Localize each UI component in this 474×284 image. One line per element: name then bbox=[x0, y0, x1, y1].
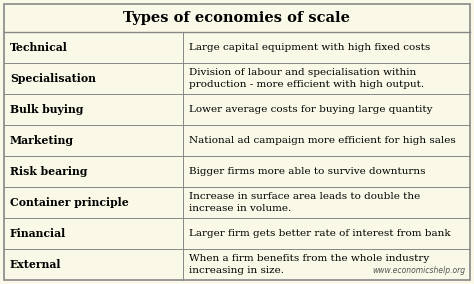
Text: External: External bbox=[10, 259, 62, 270]
Text: Specialisation: Specialisation bbox=[10, 73, 96, 84]
Text: Container principle: Container principle bbox=[10, 197, 129, 208]
Text: Large capital equipment with high fixed costs: Large capital equipment with high fixed … bbox=[190, 43, 431, 52]
Text: Bulk buying: Bulk buying bbox=[10, 104, 83, 115]
Text: Types of economies of scale: Types of economies of scale bbox=[124, 11, 350, 25]
Text: Risk bearing: Risk bearing bbox=[10, 166, 87, 177]
Text: Division of labour and specialisation within
production - more efficient with hi: Division of labour and specialisation wi… bbox=[190, 68, 425, 89]
Text: National ad campaign more efficient for high sales: National ad campaign more efficient for … bbox=[190, 136, 456, 145]
Text: www.economicshelp.org: www.economicshelp.org bbox=[372, 266, 465, 275]
Text: When a firm benefits from the whole industry
increasing in size.: When a firm benefits from the whole indu… bbox=[190, 254, 429, 275]
Text: Larger firm gets better rate of interest from bank: Larger firm gets better rate of interest… bbox=[190, 229, 451, 238]
Text: Lower average costs for buying large quantity: Lower average costs for buying large qua… bbox=[190, 105, 433, 114]
Text: Marketing: Marketing bbox=[10, 135, 74, 146]
Text: Bigger firms more able to survive downturns: Bigger firms more able to survive downtu… bbox=[190, 167, 426, 176]
Text: Technical: Technical bbox=[10, 42, 68, 53]
Text: Increase in surface area leads to double the
increase in volume.: Increase in surface area leads to double… bbox=[190, 192, 420, 213]
Text: Financial: Financial bbox=[10, 228, 66, 239]
